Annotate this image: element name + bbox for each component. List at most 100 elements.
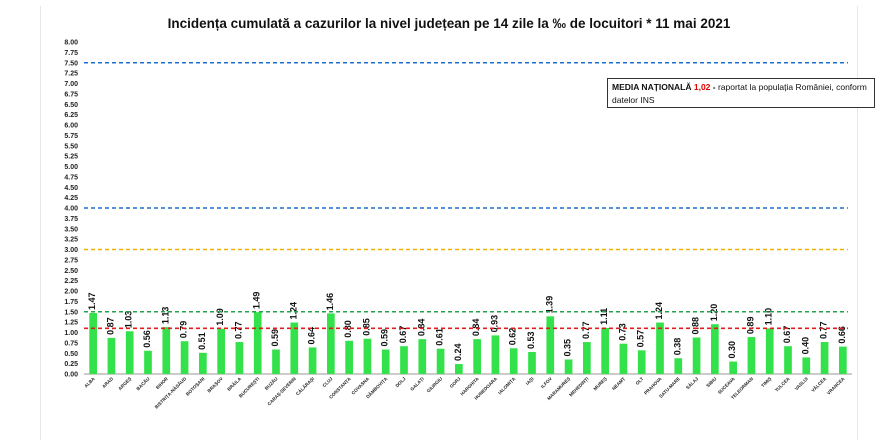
bar [272, 349, 280, 374]
bar [199, 352, 207, 374]
bar [509, 348, 518, 374]
category-label: BOTOȘANI [185, 376, 206, 397]
category-label: IALOMIȚA [497, 376, 517, 396]
category-label: BRAȘOV [206, 376, 225, 395]
bar [765, 328, 774, 374]
bar [711, 324, 719, 374]
bar-value-label: 0.87 [105, 317, 115, 335]
bar [747, 337, 756, 374]
bar-value-label: 1.49 [252, 292, 262, 310]
bar [455, 364, 463, 374]
y-tick-label: 2.00 [64, 289, 78, 296]
y-tick-label: 3.00 [64, 247, 78, 254]
category-label: CĂLĂRAȘI [294, 375, 316, 397]
bar-value-label: 0.56 [142, 330, 152, 348]
y-tick-label: 7.50 [64, 60, 78, 67]
category-label: NEAMȚ [611, 376, 626, 391]
national-average-label: MEDIA NAȚIONALĂ [612, 82, 692, 92]
y-tick-label: 0.25 [64, 361, 78, 368]
bar-value-label: 0.93 [489, 315, 499, 333]
bar-value-label: 0.24 [453, 344, 463, 362]
category-label: ARGEȘ [117, 376, 133, 392]
category-label: MUREȘ [593, 376, 609, 392]
category-label: SIBIU [705, 376, 718, 389]
bar [436, 348, 445, 374]
category-label: ILFOV [540, 376, 554, 390]
bar [235, 342, 244, 374]
category-label: GORJ [449, 376, 462, 389]
bar [656, 322, 664, 374]
bar-value-label: 0.77 [233, 322, 243, 340]
y-tick-label: 7.75 [64, 50, 78, 57]
y-tick-label: 6.25 [64, 112, 78, 119]
bar-value-label: 0.77 [581, 322, 591, 340]
bar [144, 350, 152, 374]
bar-value-label: 1.09 [215, 308, 225, 326]
category-label: VRANCEA [826, 376, 846, 396]
bar-value-label: 1.24 [288, 302, 298, 320]
bar [253, 312, 262, 374]
y-tick-label: 2.50 [64, 268, 78, 275]
bar-value-label: 1.47 [87, 292, 97, 310]
bar-value-label: 0.84 [471, 319, 481, 337]
bar [180, 341, 189, 374]
bar [674, 358, 683, 374]
bar-value-label: 0.88 [691, 317, 701, 335]
y-tick-label: 3.75 [64, 216, 78, 223]
category-label: CLUJ [322, 376, 334, 388]
bar [217, 328, 225, 374]
national-average-box: MEDIA NAȚIONALĂ 1,02 - raportat la popul… [607, 78, 875, 108]
y-tick-label: 3.50 [64, 226, 78, 233]
bar-value-label: 0.89 [745, 317, 755, 335]
bar [692, 337, 701, 374]
bar-value-label: 0.57 [636, 330, 646, 348]
bar [583, 342, 591, 374]
bar [546, 316, 555, 374]
chart-frame: Incidența cumulată a cazurilor la nivel … [40, 6, 875, 440]
bar-value-label: 0.30 [727, 341, 737, 359]
bar-value-label: 0.35 [563, 339, 573, 357]
bar-value-label: 1.24 [654, 302, 664, 320]
bar [601, 327, 609, 374]
bar [162, 327, 171, 374]
bar [729, 361, 737, 374]
bar [619, 343, 628, 374]
y-tick-label: 8.00 [64, 40, 78, 47]
category-label: ARAD [101, 376, 114, 389]
bar [308, 347, 317, 374]
y-tick-label: 5.75 [64, 133, 78, 140]
bar-value-label: 0.67 [782, 326, 792, 344]
y-tick-label: 7.25 [64, 71, 78, 78]
bar-value-label: 1.11 [599, 308, 609, 325]
y-tick-label: 1.25 [64, 320, 78, 327]
bar [327, 313, 335, 374]
bar [820, 342, 829, 374]
national-average-text: raportat la populația României, conform … [612, 82, 867, 105]
category-label: BISTRIȚA-NĂSĂUD [153, 375, 188, 410]
category-label: GIURGIU [426, 376, 444, 394]
bar-value-label: 0.73 [617, 323, 627, 341]
bar-value-label: 1.03 [124, 311, 134, 329]
bar [784, 346, 792, 374]
category-label: BRĂILA [226, 375, 243, 392]
bar-value-label: 1.13 [160, 307, 170, 325]
y-tick-label: 4.00 [64, 206, 78, 213]
y-tick-label: 2.75 [64, 257, 78, 264]
y-tick-label: 1.50 [64, 309, 78, 316]
y-tick-label: 6.00 [64, 123, 78, 130]
bar [89, 312, 97, 374]
category-label: OLT [635, 376, 645, 386]
bar-value-label: 0.38 [672, 338, 682, 356]
bar [125, 331, 134, 374]
bar [290, 322, 299, 374]
category-label: SĂLAJ [684, 375, 699, 390]
bar [839, 346, 847, 374]
bar [381, 349, 390, 374]
bar [528, 352, 536, 374]
y-tick-label: 3.25 [64, 237, 78, 244]
bar [345, 340, 353, 374]
y-tick-label: 6.75 [64, 91, 78, 98]
bar-value-label: 0.59 [270, 329, 280, 347]
category-label: MEHEDINȚI [568, 376, 589, 397]
bar-value-label: 1.46 [325, 293, 335, 311]
